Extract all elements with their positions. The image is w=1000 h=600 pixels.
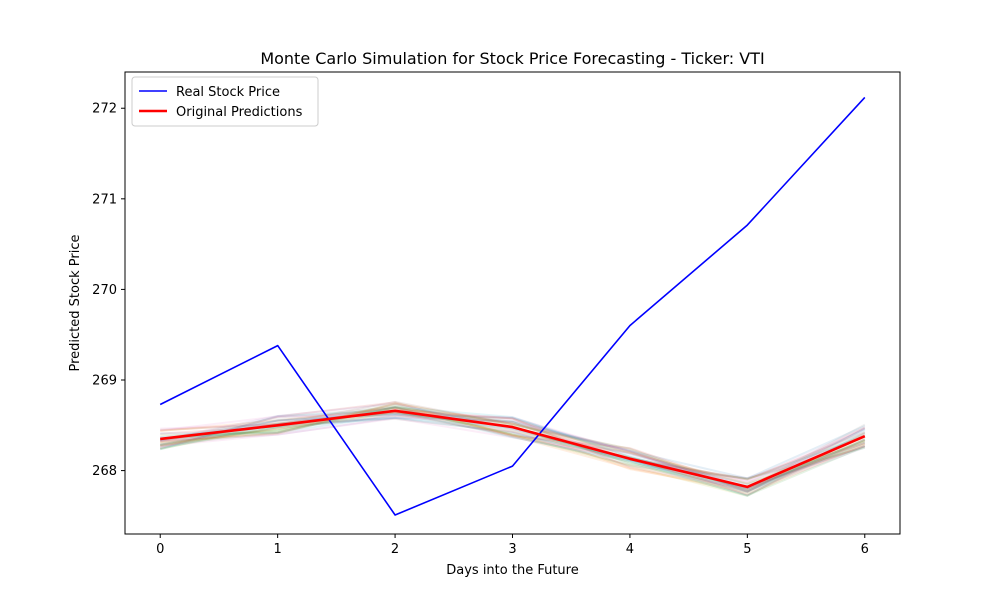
y-axis-label: Predicted Stock Price (68, 235, 83, 372)
simulation-line (160, 413, 866, 480)
x-tick-label: 0 (156, 542, 164, 557)
real-stock-price-line (159, 96, 866, 516)
x-tick-label: 3 (508, 542, 516, 557)
simulation-line (160, 412, 866, 486)
series-lines (159, 96, 866, 516)
legend-label-real: Real Stock Price (176, 85, 280, 100)
y-tick-label: 272 (92, 102, 117, 117)
simulation-line (160, 405, 866, 491)
simulation-line (160, 416, 866, 497)
x-tick-label: 1 (274, 542, 282, 557)
x-tick-label: 2 (391, 542, 399, 557)
y-tick-label: 271 (92, 192, 117, 207)
simulation-line (159, 413, 866, 490)
simulation-line (160, 406, 866, 480)
legend-label-predictions: Original Predictions (176, 105, 303, 120)
simulation-line (160, 402, 866, 481)
simulation-line (160, 402, 866, 485)
simulation-line (159, 410, 866, 481)
simulation-line (159, 401, 866, 480)
simulation-line (159, 414, 866, 493)
simulation-line (160, 404, 866, 497)
simulation-line (160, 417, 866, 482)
original-predictions-line (160, 409, 866, 489)
simulation-line (160, 411, 866, 486)
x-tick-label: 5 (743, 542, 751, 557)
x-axis-label: Days into the Future (446, 563, 578, 578)
x-tick-label: 6 (861, 542, 869, 557)
x-axis-ticks: 0 1 2 3 4 5 6 (156, 534, 869, 557)
simulation-line (160, 402, 866, 485)
y-tick-label: 269 (92, 374, 117, 389)
simulation-line (160, 411, 866, 496)
simulation-line (160, 402, 866, 494)
y-tick-label: 270 (92, 283, 117, 298)
simulation-line (160, 411, 866, 490)
chart-title: Monte Carlo Simulation for Stock Price F… (260, 49, 764, 68)
x-tick-label: 4 (626, 542, 634, 557)
y-tick-label: 268 (92, 464, 117, 479)
simulation-line (160, 405, 866, 493)
simulation-line (159, 409, 866, 494)
simulation-line (160, 406, 866, 492)
legend: Real Stock Price Original Predictions (131, 76, 319, 127)
legend-box (131, 76, 319, 127)
y-axis-ticks: 268 269 270 271 272 (92, 102, 125, 479)
simulation-line (159, 406, 866, 493)
simulation-line (160, 414, 866, 493)
